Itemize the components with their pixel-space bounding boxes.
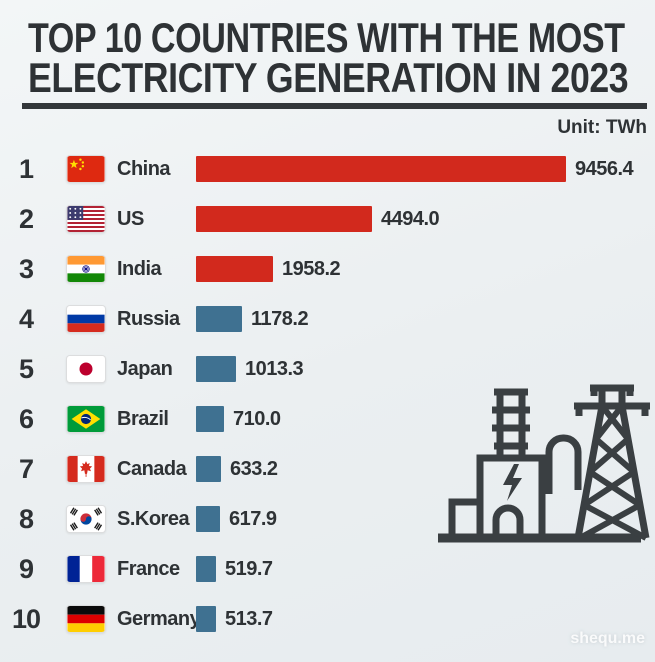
value-label: 513.7 — [225, 607, 273, 630]
country-label: US — [117, 207, 144, 230]
russia-flag — [66, 305, 106, 333]
header: TOP 10 COUNTRIES WITH THE MOST ELECTRICI… — [0, 0, 655, 101]
value-bar — [196, 206, 372, 232]
rank-number: 4 — [18, 303, 34, 334]
table-row: 2 US 4494.0 — [0, 194, 655, 244]
rank-number: 3 — [18, 253, 34, 284]
value-bar — [196, 356, 236, 382]
country-label: Japan — [117, 357, 173, 380]
country-label: S.Korea — [117, 507, 190, 530]
country-label: France — [117, 557, 180, 580]
bar-track: 9456.4 — [196, 156, 655, 183]
rank-number: 5 — [18, 353, 34, 384]
unit-label: Unit: TWh — [557, 117, 647, 138]
country-label: Germany — [117, 607, 196, 630]
value-bar — [196, 606, 216, 632]
bar-track: 4494.0 — [196, 206, 655, 233]
transmission-tower-icon — [574, 384, 650, 541]
rank-number: 1 — [18, 153, 34, 184]
rank-number: 8 — [18, 503, 34, 534]
rank-number: 6 — [18, 403, 34, 434]
value-label: 4494.0 — [381, 207, 440, 230]
table-row: 5 Japan 1013.3 — [0, 344, 655, 394]
france-flag — [66, 555, 106, 583]
value-bar — [196, 406, 224, 432]
title-line-2: ELECTRICITY GENERATION IN 2023 — [28, 54, 629, 101]
value-bar — [196, 156, 566, 182]
value-label: 519.7 — [225, 557, 273, 580]
bar-track: 633.2 — [196, 456, 655, 483]
rank-number: 2 — [18, 203, 34, 234]
country-label: Canada — [117, 457, 187, 480]
india-flag — [66, 255, 106, 283]
country-label: China — [117, 157, 171, 180]
bar-track: 1958.2 — [196, 256, 655, 283]
bar-track: 1178.2 — [196, 306, 655, 333]
rank-number: 9 — [18, 553, 34, 584]
brazil-flag — [66, 405, 106, 433]
value-bar — [196, 256, 273, 282]
title-underline — [22, 103, 647, 109]
country-label: Russia — [117, 307, 180, 330]
ranking-list: 1 China 9456.4 2 US 4494.0 3 India 1958.… — [0, 144, 655, 644]
rank-number: 10 — [11, 603, 41, 634]
japan-flag — [66, 355, 106, 383]
rank-number: 7 — [18, 453, 34, 484]
table-row: 3 India 1958.2 — [0, 244, 655, 294]
table-row: 9 France 519.7 — [0, 544, 655, 594]
table-row: 1 China 9456.4 — [0, 144, 655, 194]
value-bar — [196, 556, 216, 582]
table-row: 7 Canada 633.2 — [0, 444, 655, 494]
germany-flag — [66, 605, 106, 633]
value-label: 710.0 — [233, 407, 281, 430]
skorea-flag — [66, 505, 106, 533]
title-line-1: TOP 10 COUNTRIES WITH THE MOST — [28, 14, 625, 61]
page-title: TOP 10 COUNTRIES WITH THE MOST ELECTRICI… — [28, 14, 647, 101]
canada-flag — [66, 455, 106, 483]
country-label: India — [117, 257, 162, 280]
bar-track: 710.0 — [196, 406, 655, 433]
value-label: 1178.2 — [251, 307, 309, 330]
table-row: 4 Russia 1178.2 — [0, 294, 655, 344]
value-bar — [196, 306, 242, 332]
bar-track: 617.9 — [196, 506, 655, 533]
table-row: 10 Germany 513.7 — [0, 594, 655, 644]
table-row: 6 Brazil 710.0 — [0, 394, 655, 444]
china-flag — [66, 155, 106, 183]
bar-track: 519.7 — [196, 556, 655, 583]
us-flag — [66, 205, 106, 233]
value-bar — [196, 506, 220, 532]
watermark: shequ.me — [570, 630, 645, 647]
value-label: 1958.2 — [282, 257, 341, 280]
bar-track: 1013.3 — [196, 356, 655, 383]
table-row: 8 S.Korea 617.9 — [0, 494, 655, 544]
value-label: 617.9 — [229, 507, 277, 530]
value-label: 9456.4 — [575, 157, 634, 180]
value-label: 633.2 — [230, 457, 278, 480]
bar-track: 513.7 — [196, 606, 655, 633]
value-label: 1013.3 — [245, 357, 304, 380]
power-plant-icon — [428, 362, 653, 547]
value-bar — [196, 456, 221, 482]
lightning-bolt-icon — [503, 464, 522, 501]
country-label: Brazil — [117, 407, 169, 430]
